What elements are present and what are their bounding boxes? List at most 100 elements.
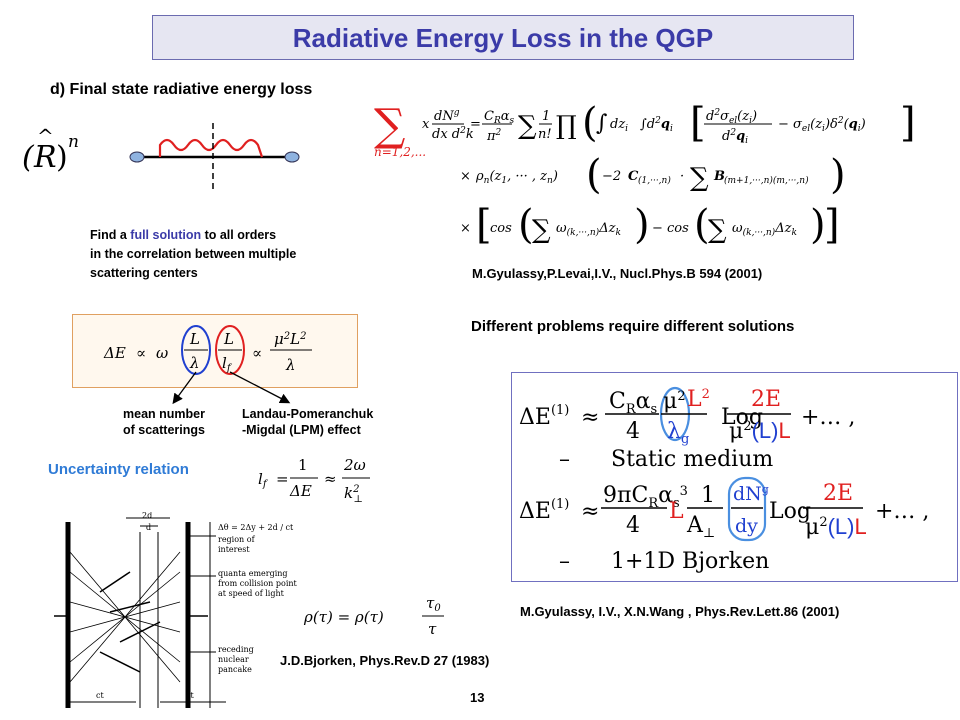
svg-text:ρ(τ) = ρ(τ): ρ(τ) = ρ(τ) [303, 608, 384, 626]
svg-text:pancake: pancake [218, 665, 252, 674]
svg-text:∑: ∑ [518, 111, 537, 141]
svg-text:dNg: dNg [733, 483, 769, 505]
svg-text:≈: ≈ [581, 405, 599, 430]
svg-text:μ2L2: μ2L2 [274, 330, 306, 348]
svg-text:≈: ≈ [581, 499, 599, 524]
svg-text:2E: 2E [751, 387, 781, 412]
svg-text:ΔE: ΔE [103, 344, 126, 362]
svg-text:∝: ∝ [252, 344, 262, 362]
svg-text:4: 4 [626, 513, 640, 538]
svg-text:d2qi: d2qi [722, 128, 748, 146]
svg-text:at speed of light: at speed of light [218, 589, 285, 598]
svg-text:1: 1 [701, 483, 715, 508]
gvw-formulas: ΔE(1) ≈ CRαs 4 μ2 L2 λg Log 2E μ2(L)L +…… [519, 386, 929, 574]
svg-text:×: × [460, 169, 471, 184]
svg-text:dzi: dzi [610, 117, 628, 134]
svg-text:B: B [713, 169, 725, 184]
svg-text:): ) [810, 202, 826, 248]
section-label: d) Final state radiative energy loss [50, 81, 313, 98]
svg-text:2ω: 2ω [343, 456, 366, 474]
dng-dy-circle [727, 476, 767, 542]
svg-text:d: d [146, 523, 151, 532]
svg-text:ω(k,···,n)Δzk: ω(k,···,n)Δzk [556, 221, 621, 238]
full-solution-highlight: full solution [130, 228, 202, 242]
svg-text:∫d2qi: ∫d2qi [640, 116, 673, 134]
svg-text:receding: receding [218, 645, 254, 654]
svg-text:[: [ [476, 202, 492, 248]
static-medium-label: Static medium [611, 447, 773, 472]
svg-text:∑: ∑ [532, 215, 551, 245]
svg-text:CRαs: CRαs [484, 109, 515, 126]
svg-text:− σel(zi)δ2(qi): − σel(zi)δ2(qi) [778, 116, 866, 134]
svg-text:L: L [189, 330, 200, 348]
svg-text:n=1,2,...: n=1,2,... [374, 145, 426, 159]
svg-text:μ2: μ2 [663, 389, 686, 414]
bjorken-density-formula: ρ(τ) = ρ(τ) τ0 τ [303, 594, 444, 638]
svg-text:∑: ∑ [708, 215, 727, 245]
svg-text:): ) [830, 152, 846, 198]
svg-text:=: = [276, 470, 289, 488]
svg-text:+… ,: +… , [875, 499, 929, 524]
svg-text:2d: 2d [142, 512, 152, 520]
l-over-lambda-circle [181, 325, 211, 375]
bjorken-reference: J.D.Bjorken, Phys.Rev.D 27 (1983) [280, 653, 490, 668]
svg-text:∑: ∑ [374, 100, 405, 151]
svg-text:τ: τ [428, 620, 437, 638]
svg-text:ω: ω [156, 344, 168, 362]
svg-text:nuclear: nuclear [218, 655, 249, 664]
svg-text:ct: ct [186, 691, 194, 700]
svg-text:(: ( [586, 152, 602, 198]
svg-text:(m+1,···,n)(m,···,n): (m+1,···,n)(m,···,n) [724, 175, 809, 186]
svg-text:−2: −2 [602, 169, 621, 184]
svg-text:×: × [460, 221, 471, 236]
svg-text:∏: ∏ [556, 111, 577, 141]
svg-text:n: n [68, 132, 79, 152]
scattering-diagram: ( R ^ ) n [22, 123, 300, 193]
svg-text:(: ( [518, 202, 534, 248]
svg-text:ρn(z1, ··· , zn): ρn(z1, ··· , zn) [475, 169, 558, 186]
r-hat-power: ( [22, 140, 35, 175]
svg-text:d2σel(zi): d2σel(zi) [706, 108, 757, 126]
l-over-lf-circle [215, 325, 245, 375]
svg-text:− cos: − cos [652, 221, 689, 236]
svg-text:^: ^ [37, 124, 54, 148]
svg-text:(1,···,n): (1,···,n) [638, 175, 671, 186]
svg-text:x: x [422, 117, 430, 132]
uncertainty-relation-label: Uncertainty relation [48, 461, 189, 478]
svg-text:dy: dy [735, 515, 758, 537]
svg-text:–: – [559, 447, 570, 472]
svg-text:L: L [223, 330, 234, 348]
svg-text:[: [ [690, 100, 706, 146]
svg-text:=: = [470, 117, 481, 132]
svg-text:π2: π2 [486, 128, 502, 144]
svg-text:L2: L2 [687, 387, 710, 412]
svg-text:+… ,: +… , [801, 405, 855, 430]
energy-loss-scaling-box [72, 314, 358, 388]
svg-text:CRαs: CRαs [609, 389, 657, 417]
svg-text:–: – [559, 549, 570, 574]
gluon-line [158, 138, 264, 158]
svg-text:λ: λ [189, 354, 200, 372]
svg-text:ct: ct [96, 691, 104, 700]
glv-formula: ∑ n=1,2,... x dNg dx d2k = CRαs π2 ∑ 1 n… [374, 100, 916, 248]
svg-text:): ) [56, 140, 68, 175]
svg-text:(: ( [694, 202, 710, 248]
svg-text:C: C [628, 169, 639, 184]
different-solutions-heading: Different problems require different sol… [471, 318, 795, 335]
gvw-formulas-box [511, 372, 958, 582]
svg-text:4: 4 [626, 419, 640, 444]
slide-title: Radiative Energy Loss in the QGP [292, 23, 714, 53]
svg-text:A⊥: A⊥ [686, 513, 715, 541]
bjorken-expansion-label: 1+1D Bjorken [611, 549, 769, 574]
glv-reference: M.Gyulassy,P.Levai,I.V., Nucl.Phys.B 594… [472, 266, 763, 281]
svg-text:dNg: dNg [434, 108, 460, 124]
svg-text:ω(k,···,n)Δzk: ω(k,···,n)Δzk [732, 221, 797, 238]
energy-loss-scaling-formula: ΔE ∝ ω L λ L lf ∝ μ2L2 λ [103, 325, 312, 375]
svg-text:1: 1 [298, 456, 308, 474]
svg-text:2E: 2E [823, 481, 853, 506]
svg-text:n!: n! [538, 127, 552, 142]
title-banner: Radiative Energy Loss in the QGP [152, 15, 854, 60]
svg-text:]: ] [824, 202, 840, 248]
svg-text:μ2(L)L: μ2(L)L [805, 514, 867, 540]
svg-text:R: R [33, 140, 57, 175]
